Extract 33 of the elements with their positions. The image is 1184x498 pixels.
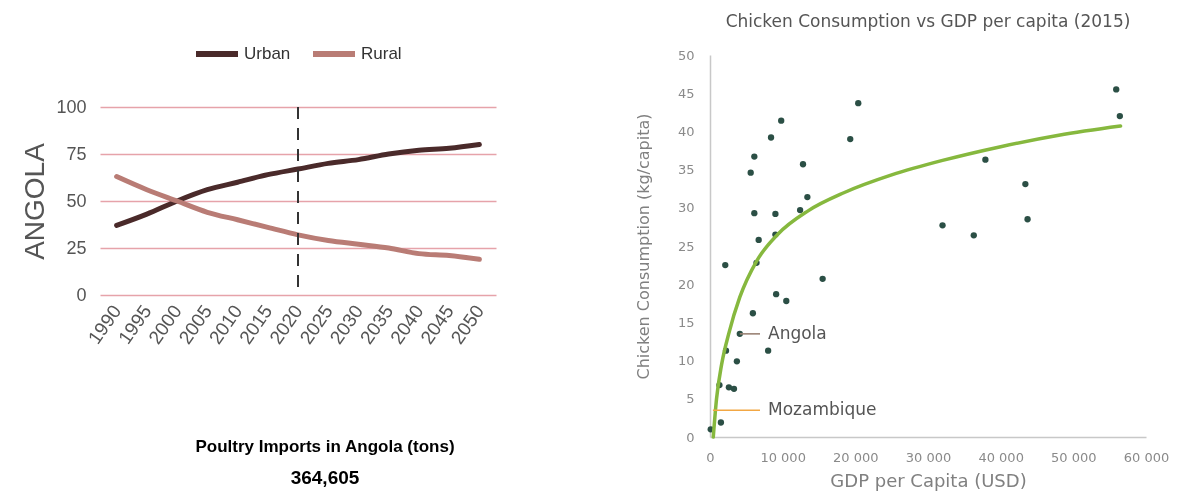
y-tick-label: 40 — [677, 123, 695, 139]
y-tick-label: 45 — [677, 85, 695, 101]
y-tick-label: 30 — [677, 200, 695, 216]
y-tick-label: 0 — [76, 284, 87, 305]
y-axis-title: Chicken Consumption (kg/capita) — [633, 113, 653, 380]
x-tick-label: 50 000 — [1051, 449, 1097, 465]
y-tick-label: 25 — [66, 237, 87, 258]
x-tick-label: 60 000 — [1123, 449, 1170, 465]
x-tick-label: 20 000 — [833, 449, 879, 465]
y-tick-label: 75 — [66, 143, 87, 164]
annotation: Mozambique — [768, 399, 877, 420]
legend-label: Urban — [244, 44, 291, 63]
annotation: Angola — [768, 322, 827, 343]
x-tick-label: 0 — [706, 449, 715, 465]
legend-label: Rural — [361, 44, 402, 63]
text: 364,605 — [290, 467, 360, 488]
y-tick-label: 35 — [677, 162, 695, 178]
y-tick-label: 20 — [677, 276, 695, 292]
y-tick-label: 15 — [677, 314, 695, 330]
y-tick-label: 10 — [677, 353, 695, 369]
y-tick-label: 0 — [686, 429, 695, 445]
x-tick-label: 10 000 — [760, 449, 806, 465]
x-tick-label: 30 000 — [905, 449, 952, 465]
x-axis-title: GDP per Capita (USD) — [830, 469, 1027, 491]
chart-title: Chicken Consumption vs GDP per capita (2015) — [725, 11, 1131, 31]
y-tick-label: 50 — [677, 47, 695, 63]
y-tick-label: 25 — [677, 238, 695, 254]
y-tick-label: 5 — [686, 391, 695, 407]
y-tick-label: 100 — [56, 96, 87, 117]
text: Poultry Imports in Angola (tons) — [195, 437, 455, 456]
y-tick-label: 50 — [66, 190, 87, 211]
x-tick-label: 40 000 — [978, 449, 1024, 465]
y-axis-title: ANGOLA — [19, 142, 51, 260]
